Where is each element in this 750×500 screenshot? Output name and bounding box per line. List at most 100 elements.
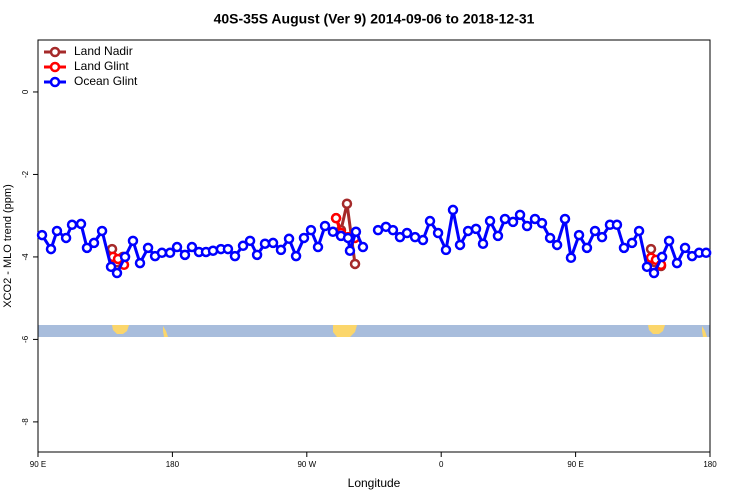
data-point [424,215,436,227]
data-point [521,220,533,232]
data-point [105,261,117,273]
data-point [544,232,556,244]
data-point [700,247,712,259]
x-tick-label: 90 E [567,460,583,469]
data-point [492,230,504,242]
map-strip [38,325,710,337]
data-point [312,241,324,253]
data-point [573,229,585,241]
data-point [350,226,362,238]
data-point [134,257,146,269]
data-point [447,204,459,216]
data-point [344,245,356,256]
land-shape [702,326,707,337]
data-point [559,213,571,225]
data-point [484,215,496,227]
data-point [401,227,413,239]
x-tick-label: 90 E [30,460,46,469]
data-point [589,225,601,237]
data-point [60,232,72,244]
legend-marker [49,46,61,58]
data-point [164,247,176,259]
data-point [341,198,353,209]
y-tick-label: -6 [21,335,30,343]
legend-label: Land Nadir [74,44,133,58]
data-point [119,251,131,263]
data-point [663,235,675,247]
legend-marker [49,61,61,73]
legend-label: Ocean Glint [74,74,138,88]
data-point [111,267,123,279]
x-tick-label: 90 W [297,460,316,469]
data-point [470,223,482,235]
data-point [327,226,339,238]
data-point [536,217,548,229]
data-point [357,241,369,253]
data-point [186,241,198,253]
data-point [477,238,489,249]
data-point [440,244,452,256]
data-point [342,232,354,244]
data-point [142,242,154,254]
data-point [319,220,331,232]
data-point [251,249,263,261]
data-point [454,239,466,251]
data-point [581,242,593,254]
x-tick-label: 180 [703,460,717,469]
data-point [171,241,183,253]
data-point [565,252,577,264]
data-point [679,242,691,254]
x-axis-label: Longitude [348,476,401,490]
data-point [290,250,302,262]
data-point [641,261,653,273]
plot-frame [37,39,711,453]
data-point [618,242,630,254]
data-point [45,243,57,255]
data-point [237,240,249,252]
data-point [633,225,645,237]
chart-title: 40S-35S August (Ver 9) 2014-09-06 to 201… [214,11,535,27]
data-point [283,233,295,245]
data-point [645,243,657,255]
data-point [51,225,63,237]
data-point [127,235,139,247]
y-tick-label: -2 [21,170,30,178]
data-point [626,237,638,249]
data-point [88,237,100,249]
data-point [156,247,168,259]
data-point [244,235,256,247]
data-point [432,227,444,239]
land-shape [333,325,357,337]
data-point [551,239,563,251]
land-shape [648,325,665,334]
data-point [179,249,191,261]
data-point [656,251,668,263]
land-shape [112,325,129,334]
data-point [671,257,683,269]
data-point [259,238,271,249]
data-point [275,244,287,256]
data-point [417,234,429,246]
data-point [387,224,399,236]
data-point [514,209,526,221]
data-point [330,212,342,224]
data-point [648,267,660,279]
data-point [229,250,241,262]
data-point [36,229,48,241]
data-point [66,219,78,231]
y-tick-label: -4 [21,253,30,261]
data-point [267,237,279,249]
data-point [596,231,608,243]
ocean-band [38,325,710,337]
data-point [298,232,310,244]
legend-marker [49,76,61,88]
y-tick-label: 0 [21,89,30,94]
legend-label: Land Glint [74,59,129,73]
x-tick-label: 180 [166,460,180,469]
x-tick-label: 0 [439,460,444,469]
data-point [349,258,361,270]
data-point [611,219,623,231]
data-point [96,225,108,237]
y-axis-label: XCO2 - MLO trend (ppm) [2,184,14,307]
